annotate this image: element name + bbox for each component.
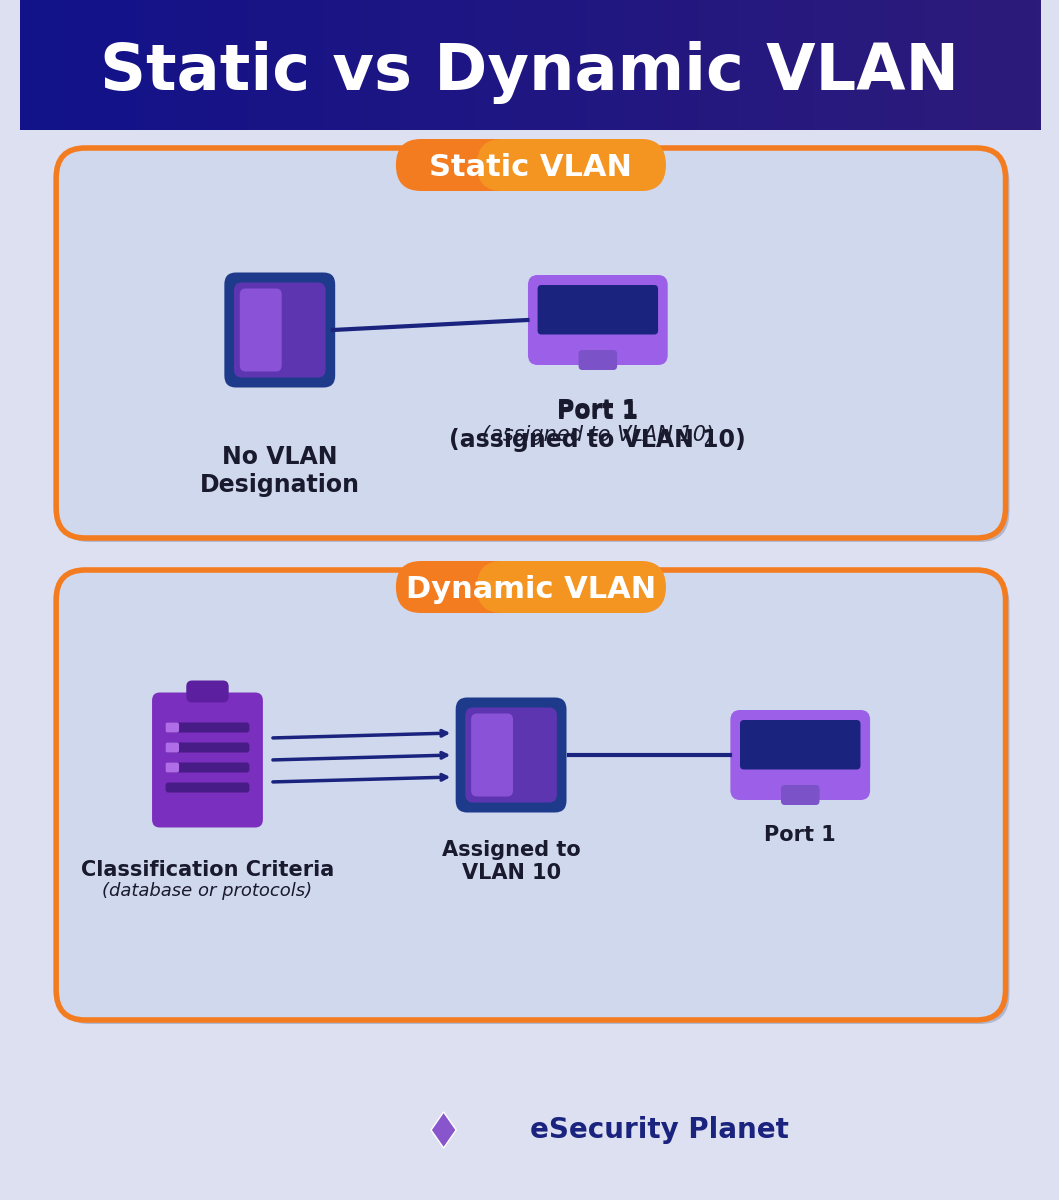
FancyBboxPatch shape <box>165 743 179 752</box>
Text: No VLAN
Designation: No VLAN Designation <box>200 445 360 497</box>
Text: eSecurity Planet: eSecurity Planet <box>531 1116 789 1144</box>
FancyBboxPatch shape <box>152 692 263 828</box>
FancyBboxPatch shape <box>455 697 567 812</box>
FancyBboxPatch shape <box>465 708 557 803</box>
Text: Port 1
(assigned to VLAN 10): Port 1 (assigned to VLAN 10) <box>449 400 747 451</box>
FancyBboxPatch shape <box>165 722 250 732</box>
FancyBboxPatch shape <box>60 574 1009 1024</box>
Text: Classification Criteria: Classification Criteria <box>80 860 334 880</box>
FancyBboxPatch shape <box>165 762 250 773</box>
FancyBboxPatch shape <box>165 743 250 752</box>
FancyBboxPatch shape <box>239 288 282 372</box>
FancyBboxPatch shape <box>56 570 1006 1020</box>
Text: Assigned to
VLAN 10: Assigned to VLAN 10 <box>442 840 580 883</box>
FancyBboxPatch shape <box>740 720 861 769</box>
FancyBboxPatch shape <box>780 785 820 805</box>
Polygon shape <box>431 1112 456 1148</box>
FancyBboxPatch shape <box>477 139 666 191</box>
Text: Static vs Dynamic VLAN: Static vs Dynamic VLAN <box>100 41 958 103</box>
FancyBboxPatch shape <box>396 560 666 613</box>
FancyBboxPatch shape <box>234 282 325 378</box>
FancyBboxPatch shape <box>538 284 658 335</box>
Text: Port 1: Port 1 <box>557 398 639 422</box>
FancyBboxPatch shape <box>471 714 513 797</box>
FancyBboxPatch shape <box>165 722 179 732</box>
FancyBboxPatch shape <box>60 152 1009 542</box>
FancyBboxPatch shape <box>186 680 229 702</box>
FancyBboxPatch shape <box>528 275 668 365</box>
FancyBboxPatch shape <box>225 272 336 388</box>
Text: Port 1: Port 1 <box>765 826 837 845</box>
FancyBboxPatch shape <box>396 139 666 191</box>
FancyBboxPatch shape <box>165 762 179 773</box>
FancyBboxPatch shape <box>165 782 250 792</box>
Text: Static VLAN: Static VLAN <box>429 154 632 182</box>
Text: Dynamic VLAN: Dynamic VLAN <box>406 576 656 605</box>
FancyBboxPatch shape <box>477 560 666 613</box>
Text: (assigned to VLAN 10): (assigned to VLAN 10) <box>482 425 714 445</box>
FancyBboxPatch shape <box>731 710 870 800</box>
FancyBboxPatch shape <box>56 148 1006 538</box>
Text: (database or protocols): (database or protocols) <box>103 882 312 900</box>
FancyBboxPatch shape <box>578 350 617 370</box>
